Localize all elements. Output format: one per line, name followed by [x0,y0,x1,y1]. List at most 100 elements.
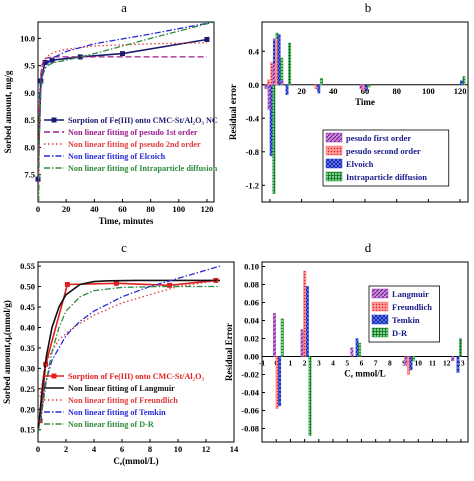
bar [462,76,466,85]
bar [407,356,410,375]
y-tick-label: 0.50 [20,282,35,292]
bar [456,356,460,373]
bar [267,84,271,111]
x-tick-label: 14 [230,444,239,454]
x-tick-label: 9 [402,359,406,368]
plot-frame [37,21,215,203]
legend-entry: Non linear fitting of Elcoich [68,152,166,161]
series-line [38,279,220,434]
bar [303,270,307,357]
x-tick-label: 8 [388,359,392,368]
bar [451,356,455,362]
bar [300,329,304,357]
x-tick-label: 40 [329,86,338,96]
y-tick-label: 9.5 [24,61,35,71]
series-line [38,22,214,202]
x-tick-label: 2 [64,444,68,454]
y-tick-label: 0.04 [244,316,260,326]
y-tick-label: -0.08 [241,424,259,434]
y-tick-label: 0.15 [20,425,35,435]
y-tick-label: 0.25 [20,384,35,394]
y-tick-label: -0.02 [241,370,259,380]
x-tick-label: 0 [36,204,40,214]
x-tick-label: 4 [92,444,97,454]
bar [355,338,359,357]
x-tick-label: 5 [345,359,349,368]
legend-swatch [371,301,389,312]
x-tick-label: 4 [331,359,335,368]
plot-frame [261,261,469,443]
y-tick-label: 0.30 [20,363,35,373]
bar [267,79,271,85]
panel-label: b [365,0,372,15]
y-tick-label: -1.2 [246,180,259,190]
bar [280,318,284,357]
legend-swatch [371,288,389,299]
y-tick-label: -0.06 [241,406,259,416]
x-tick-label: 100 [172,204,185,214]
x-tick-label: -1 [259,359,265,368]
bar [364,84,368,91]
x-tick-label: 10 [415,359,423,368]
legend-entry: Elvoich [346,159,374,169]
x-tick-label: 20 [62,204,71,214]
bar [285,84,289,95]
series-line [38,285,220,434]
y-tick-label: 8.5 [24,115,35,125]
panel-label: a [121,0,127,15]
legend-entry: Non linear fitting of Intraparticle diff… [68,164,218,173]
bar [359,84,363,90]
legend-marker [51,117,57,123]
series-line [38,56,207,202]
x-tick-label: 6 [120,444,124,454]
y-tick-label: 0.00 [244,352,259,362]
legend-entry: Non linear fitting of Temkin [68,408,166,417]
bar [275,356,279,409]
data-point [204,36,210,42]
panel-d: d 0.10 0.08 0.06 0.04 0.02 0.00 -0.02 -0.04 -0.06… [224,240,469,443]
legend-swatch [371,327,389,338]
plot-frame [37,261,235,443]
y-tick-label: 10.0 [20,33,35,43]
bar [272,84,276,194]
x-tick-label: 12 [443,359,451,368]
legend-entry: Non linear fitting of Langmuir [68,384,175,393]
legend-marker [51,373,57,379]
data-point [113,280,119,286]
legend-swatch [325,145,343,156]
x-tick-label: 60 [118,204,127,214]
bar [459,338,462,357]
x-axis-label: Time [355,97,375,107]
legend-entry: pesudo second order [346,146,421,156]
x-tick-label: 80 [146,204,155,214]
x-tick-label: 1 [289,359,293,368]
legend-box [322,129,450,187]
legend-entry: Non linear fitting of D-R [68,420,154,429]
y-tick-label: 0.10 [244,262,259,272]
data-point [64,282,70,287]
y-tick-label: -0.04 [241,388,259,398]
x-tick-label: 12 [202,444,211,454]
legend-entry: D-R [392,328,408,338]
x-tick-label: 13 [457,359,465,368]
bar [280,80,284,85]
y-tick-label: -0.4 [246,113,260,123]
y-tick-label: 7.5 [24,170,35,180]
y-tick-label: 8.0 [24,142,35,152]
x-tick-label: 11 [429,359,436,368]
y-tick-label: 9.0 [24,88,35,98]
legend-entry: Sorption of Fe(III) onto CMC-St/Al₂O₃ [68,372,204,381]
series-line [38,22,214,99]
data-point [167,282,173,288]
y-tick-label: 0.40 [20,322,35,332]
x-tick-label: 8 [148,444,152,454]
legend-swatch [325,132,343,143]
bar [358,342,362,357]
bar [308,356,312,436]
x-tick-label: 3 [317,359,321,368]
y-tick-label: 0.45 [20,302,35,312]
bar [404,356,408,366]
legend-entry: Non linear fitting of pseudo 2nd order [68,140,201,149]
bar [409,356,413,371]
